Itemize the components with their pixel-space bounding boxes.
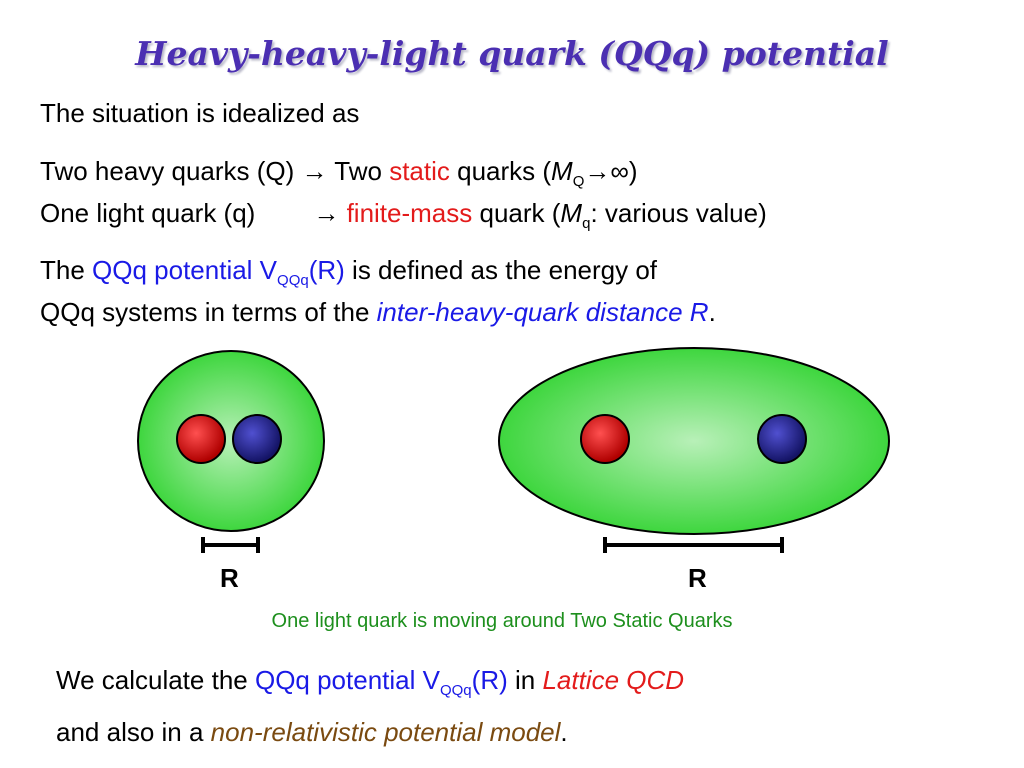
compact-blue-heavy-quark (232, 414, 282, 464)
heavy-line-suffix: →∞) (584, 156, 638, 186)
finite-mass-highlight: finite-mass (346, 198, 473, 228)
extended-blue-heavy-quark (757, 414, 807, 464)
conclusion-potential-arg: (R) (471, 665, 508, 695)
conclusion-potential-label: QQq potential V (254, 665, 440, 695)
definition-prefix: The (40, 255, 93, 285)
light-line-prefix: One light quark (q) (40, 198, 256, 228)
light-line-arrow: → (313, 198, 347, 228)
light-quark-line: One light quark (q) → finite-mass quark (… (40, 198, 767, 231)
distance-highlight: inter-heavy-quark distance R (376, 297, 709, 327)
slide-title: Heavy-heavy-light quark (QQq) potential (135, 34, 889, 73)
conclusion-middle: in (507, 665, 543, 695)
figure-caption: One light quark is moving around Two Sta… (271, 610, 733, 632)
extended-distance-marker (603, 537, 784, 553)
extended-light-quark-cloud (498, 347, 890, 535)
potential-model-highlight: non-relativistic potential model (210, 717, 561, 747)
compact-distance-marker (201, 537, 260, 553)
definition-suffix: is defined as the energy of (344, 255, 658, 285)
light-line-middle: quark ( (472, 198, 561, 228)
conclusion-line2-suffix: . (560, 717, 568, 747)
definition-line2-suffix: . (708, 297, 716, 327)
light-mass-symbol: M (560, 198, 583, 228)
compact-red-heavy-quark (176, 414, 226, 464)
definition-potential-arg: (R) (308, 255, 345, 285)
lattice-qcd-highlight: Lattice QCD (542, 665, 685, 695)
definition-line2-prefix: QQq systems in terms of the (40, 297, 377, 327)
intro-text: The situation is idealized as (40, 98, 360, 128)
extended-distance-label: R (688, 563, 707, 593)
conclusion-potential-subscript: QQq (439, 682, 472, 699)
conclusion-line-1: We calculate the QQq potential VQQq(R) i… (56, 665, 685, 698)
conclusion-prefix: We calculate the (56, 665, 255, 695)
definition-line-1: The QQq potential VQQq(R) is defined as … (40, 255, 658, 288)
static-highlight: static (389, 156, 450, 186)
definition-potential-label: QQq potential V (92, 255, 278, 285)
heavy-line-middle: quarks ( (449, 156, 552, 186)
conclusion-line2-prefix: and also in a (56, 717, 211, 747)
definition-potential-subscript: QQq (277, 272, 309, 289)
compact-distance-label: R (220, 563, 239, 593)
definition-line-2: QQq systems in terms of the inter-heavy-… (40, 297, 716, 327)
light-line-suffix: : various value) (590, 198, 767, 228)
light-mass-subscript: q (582, 215, 591, 232)
extended-red-heavy-quark (580, 414, 630, 464)
compact-system (137, 350, 325, 553)
heavy-mass-symbol: M (551, 156, 573, 186)
heavy-mass-subscript: Q (572, 173, 585, 190)
extended-system (498, 347, 890, 553)
compact-light-quark-cloud (137, 350, 325, 532)
heavy-quark-line: Two heavy quarks (Q) → Two static quarks… (40, 156, 638, 189)
heavy-line-prefix: Two heavy quarks (Q) → Two (40, 156, 390, 186)
conclusion-line-2: and also in a non-relativistic potential… (56, 717, 568, 747)
